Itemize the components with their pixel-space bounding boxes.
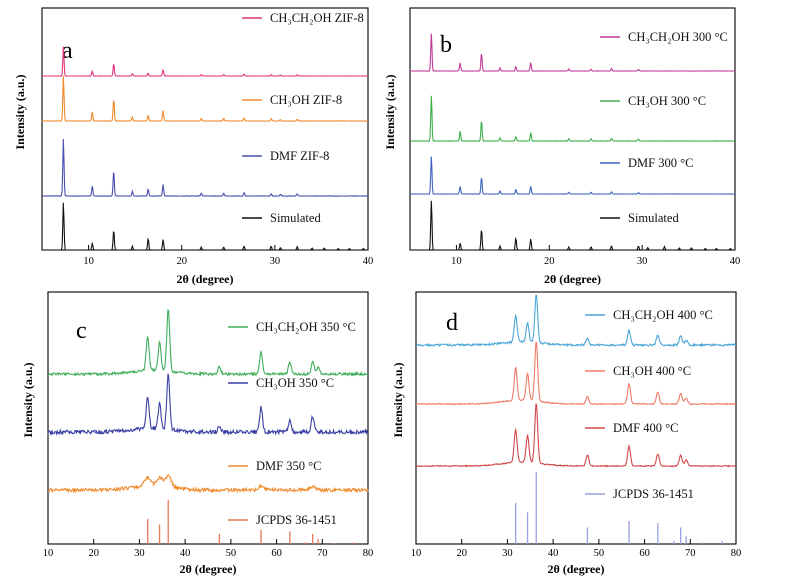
x-axis-label: 2θ (degree)	[179, 562, 236, 576]
plot-frame	[410, 8, 735, 250]
x-tick-label: 30	[637, 256, 648, 267]
plot-frame	[416, 292, 736, 544]
panel-label: d	[446, 310, 458, 336]
x-tick-label: 20	[176, 256, 187, 267]
legend-label: CH₃OH 400 °C	[613, 364, 691, 378]
x-axis-label: 2θ (degree)	[176, 272, 233, 286]
panel-d: 10 20 30 40 50 60 70 80 2θ (degree) Intensity (a.…	[391, 292, 741, 576]
x-axis-label: 2θ (degree)	[547, 562, 604, 576]
x-tick-label: 20	[544, 256, 555, 267]
legend-label: JCPDS 36-1451	[256, 513, 337, 527]
x-tick-label: 60	[639, 548, 650, 559]
legend-label: Simulated	[628, 211, 679, 225]
panel-b: 10 20 30 40 2θ (degree) Intensity (a.u.) b CH₃C…	[383, 8, 740, 286]
series-d-1: CH₃OH 400 °C	[416, 342, 736, 405]
x-tick-label: 20	[88, 548, 99, 559]
series-c-1: CH₃OH 350 °C	[48, 374, 368, 434]
legend-label: JCPDS 36-1451	[613, 487, 694, 501]
legend-label: CH₃OH 350 °C	[256, 376, 334, 390]
series-c-2: DMF 350 °C	[48, 459, 368, 492]
legend-label: DMF ZIF-8	[270, 149, 329, 163]
x-tick-label: 10	[83, 256, 94, 267]
legend-label: CH₃CH₂OH 350 °C	[256, 320, 356, 334]
x-tick-label: 30	[502, 548, 513, 559]
x-tick-label: 30	[134, 548, 145, 559]
x-tick-label: 40	[180, 548, 191, 559]
pattern-line	[42, 47, 368, 77]
legend-label: CH₃OH ZIF-8	[270, 93, 342, 107]
x-tick-label: 10	[451, 256, 462, 267]
series-b-0: CH₃CH₂OH 300 °C	[410, 30, 735, 71]
x-tick-label: 20	[456, 548, 467, 559]
x-tick-label: 30	[270, 256, 281, 267]
y-axis-label: Intensity (a.u.)	[383, 74, 397, 149]
legend-label: CH₃CH₂OH ZIF-8	[270, 11, 364, 25]
series-d-0: CH₃CH₂OH 400 °C	[416, 295, 736, 346]
x-tick-label: 60	[271, 548, 282, 559]
legend-label: CH₃CH₂OH 300 °C	[628, 30, 728, 44]
x-axis-label: 2θ (degree)	[544, 272, 601, 286]
legend-label: DMF 400 °C	[613, 421, 678, 435]
x-tick-label: 80	[363, 548, 374, 559]
x-tick-label: 70	[317, 548, 328, 559]
y-axis-label: Intensity (a.u.)	[391, 362, 405, 437]
series-d-3: JCPDS 36-1451	[416, 472, 736, 544]
series-b-3: Simulated	[410, 200, 735, 250]
legend-label: CH₃OH 300 °C	[628, 94, 706, 108]
x-tick-label: 50	[226, 548, 237, 559]
series-c-0: CH₃CH₂OH 350 °C	[48, 310, 368, 375]
x-tick-label: 80	[731, 548, 742, 559]
legend-label: DMF 350 °C	[256, 459, 321, 473]
legend-label: CH₃CH₂OH 400 °C	[613, 308, 713, 322]
pattern-line	[410, 201, 735, 250]
x-tick-label: 40	[363, 256, 374, 267]
pattern-line	[42, 203, 368, 250]
x-tick-label: 40	[548, 548, 559, 559]
series-d-2: DMF 400 °C	[416, 404, 736, 467]
series-a-1: CH₃OH ZIF-8	[42, 75, 368, 121]
x-tick-label: 40	[730, 256, 741, 267]
series-c-3: JCPDS 36-1451	[48, 500, 368, 544]
series-b-2: DMF 300 °C	[410, 156, 735, 194]
panel-label: b	[440, 32, 452, 58]
series-a-3: Simulated	[42, 202, 368, 250]
pattern-line	[42, 139, 368, 196]
series-a-0: CH₃CH₂OH ZIF-8	[42, 11, 368, 76]
legend-label: Simulated	[270, 211, 321, 225]
legend-label: DMF 300 °C	[628, 156, 693, 170]
pattern-line	[48, 475, 368, 492]
series-b-1: CH₃OH 300 °C	[410, 94, 735, 141]
panel-label: c	[76, 318, 87, 344]
x-tick-label: 10	[43, 548, 54, 559]
x-tick-label: 10	[411, 548, 422, 559]
x-tick-label: 70	[685, 548, 696, 559]
pattern-line	[416, 404, 736, 467]
series-a-2: DMF ZIF-8	[42, 138, 368, 196]
panel-c: 10 20 30 40 50 60 70 80 2θ (degree) Intensity (a.…	[21, 292, 373, 576]
x-tick-label: 50	[594, 548, 605, 559]
y-axis-label: Intensity (a.u.)	[21, 362, 35, 437]
y-axis-label: Intensity (a.u.)	[13, 74, 27, 149]
